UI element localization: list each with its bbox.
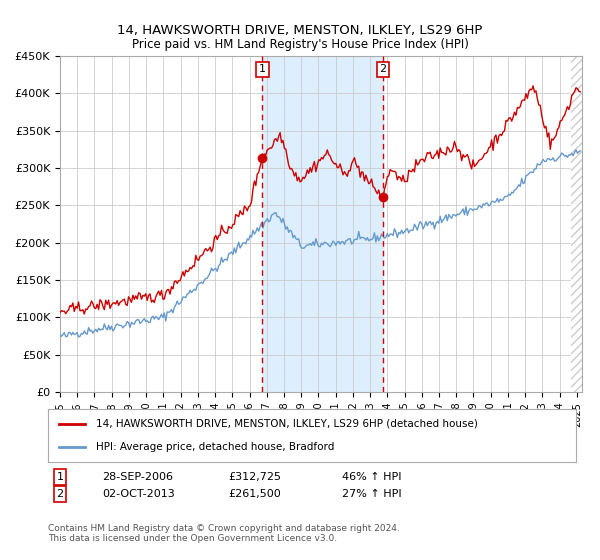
Text: £312,725: £312,725 xyxy=(228,472,281,482)
Text: 2: 2 xyxy=(56,489,64,499)
Text: £261,500: £261,500 xyxy=(228,489,281,499)
Text: 14, HAWKSWORTH DRIVE, MENSTON, ILKLEY, LS29 6HP: 14, HAWKSWORTH DRIVE, MENSTON, ILKLEY, L… xyxy=(118,24,482,38)
Text: Contains HM Land Registry data © Crown copyright and database right 2024.
This d: Contains HM Land Registry data © Crown c… xyxy=(48,524,400,543)
Text: HPI: Average price, detached house, Bradford: HPI: Average price, detached house, Brad… xyxy=(95,442,334,452)
Text: 28-SEP-2006: 28-SEP-2006 xyxy=(102,472,173,482)
Bar xyxy=(571,56,582,392)
Text: 1: 1 xyxy=(259,64,266,74)
Bar xyxy=(571,56,582,392)
Text: 46% ↑ HPI: 46% ↑ HPI xyxy=(342,472,401,482)
Text: 1: 1 xyxy=(56,472,64,482)
Text: 14, HAWKSWORTH DRIVE, MENSTON, ILKLEY, LS29 6HP (detached house): 14, HAWKSWORTH DRIVE, MENSTON, ILKLEY, L… xyxy=(95,419,478,429)
Text: 27% ↑ HPI: 27% ↑ HPI xyxy=(342,489,401,499)
Text: 02-OCT-2013: 02-OCT-2013 xyxy=(102,489,175,499)
Bar xyxy=(262,56,383,392)
Text: Price paid vs. HM Land Registry's House Price Index (HPI): Price paid vs. HM Land Registry's House … xyxy=(131,38,469,52)
Text: 2: 2 xyxy=(379,64,386,74)
